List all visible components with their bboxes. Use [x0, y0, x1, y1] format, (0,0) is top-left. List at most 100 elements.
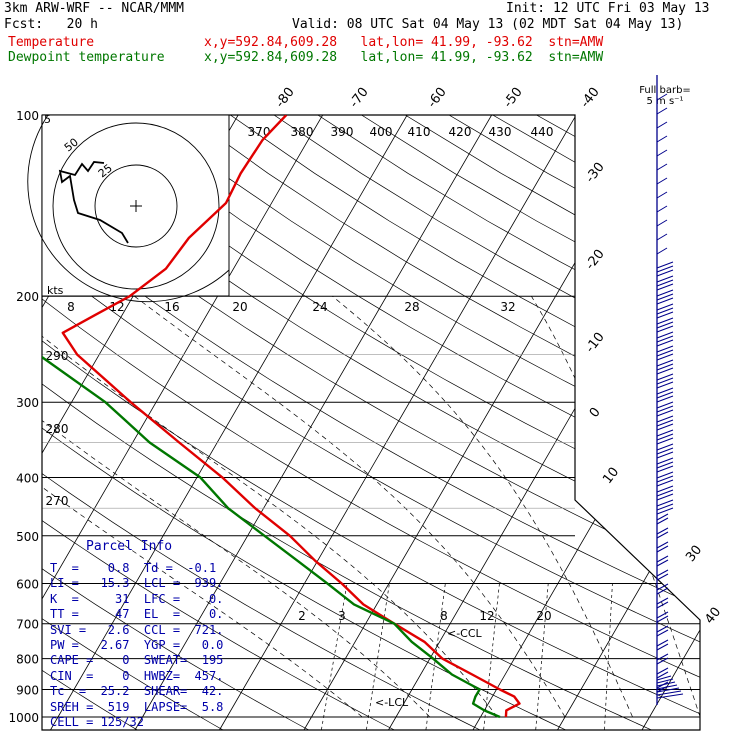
speed-scale-label: 32 [500, 300, 515, 314]
dewpoint-label: Dewpoint temperature [8, 50, 165, 65]
mixing-ratio-label: 3 [338, 609, 346, 623]
wind-barb [656, 279, 674, 287]
wind-barb [656, 597, 669, 605]
wind-barb [656, 275, 674, 283]
dry-adiabat-label: 390 [331, 125, 354, 139]
wind-barb [656, 499, 674, 507]
wind-barb [656, 317, 674, 325]
isotherm-line [219, 115, 577, 730]
dry-adiabat-label: 440 [531, 125, 554, 139]
wind-barb [656, 559, 669, 567]
parcel-info-panel: Parcel Info T = 0.8 Td = -0.1 LI = 15.3 … [42, 537, 240, 730]
model-title: 3km ARW-WRF -- NCAR/MMM [4, 1, 185, 16]
isotherm-label: -80 [273, 85, 298, 111]
wind-barb [656, 545, 669, 553]
wind-barb [656, 339, 674, 347]
isotherm-line [50, 115, 408, 730]
wind-barb [656, 437, 674, 445]
wind-barb [656, 569, 669, 577]
dry-adiabat-label: 290 [46, 349, 69, 363]
mixing-ratio-label: 12 [479, 609, 494, 623]
dry-adiabat-label: 400 [370, 125, 393, 139]
temperature-label: Temperature [8, 35, 95, 50]
init-time: Init: 12 UTC Fri 03 May 13 [506, 1, 710, 16]
wind-barb [656, 667, 669, 675]
isotherm-label: 30 [683, 543, 705, 565]
speed-scale-label: 16 [164, 300, 179, 314]
wind-barb [656, 353, 674, 361]
pressure-tick-label: 500 [16, 530, 39, 544]
wind-barb [656, 457, 674, 465]
dry-adiabat-label: 430 [489, 125, 512, 139]
isotherm-label: -60 [425, 85, 450, 111]
wind-barb [656, 135, 668, 143]
pressure-tick-label: 800 [16, 653, 39, 667]
wind-barb [656, 531, 669, 539]
wind-barb [656, 625, 669, 633]
wind-barb [656, 269, 674, 277]
wind-barb [656, 219, 668, 227]
wind-barb [656, 429, 674, 437]
wind-barb [656, 541, 669, 549]
pressure-tick-label: 700 [16, 618, 39, 632]
isotherm-label: 0 [587, 405, 604, 421]
wind-barb [656, 359, 674, 367]
mixing-ratio-label: 20 [536, 609, 551, 623]
pressure-tick-label: 300 [16, 396, 39, 410]
wind-barb [656, 475, 674, 483]
wind-barb [656, 205, 668, 213]
wind-barb [656, 493, 674, 501]
dry-adiabat [42, 115, 480, 730]
pressure-tick-label: 900 [16, 683, 39, 697]
mixing-ratio-label: 8 [440, 609, 448, 623]
mixing-ratio-line [483, 583, 500, 730]
wind-barb [656, 283, 674, 291]
wind-barb [656, 555, 669, 563]
wind-barb [656, 415, 674, 423]
wind-barb [656, 107, 668, 115]
wind-barb [656, 247, 668, 255]
wind-barb [656, 451, 674, 459]
pressure-tick-label: 100 [16, 109, 39, 123]
wind-barb [656, 479, 674, 487]
parcel-row: TT = 47 EL = 0. [50, 607, 224, 621]
isotherm-label: 10 [600, 465, 622, 487]
isotherm-line [388, 115, 700, 730]
parcel-row: CAPE = 0 SWEAT= 195 [50, 653, 224, 667]
parcel-row: Tc = 25.2 SHEAR= 42. [50, 684, 224, 698]
dry-adiabat-label: 280 [46, 422, 69, 436]
dry-adiabat [98, 115, 700, 730]
temperature-profile [61, 115, 521, 718]
hodograph-unit-label: kts [47, 284, 64, 297]
wind-barb [656, 261, 674, 269]
wind-barb [656, 307, 674, 315]
wind-barb [656, 311, 674, 319]
wind-barb [656, 643, 669, 651]
wind-barb [656, 401, 674, 409]
dry-adiabat [230, 115, 700, 730]
wind-barb [656, 465, 674, 473]
dry-adiabat-label: 410 [408, 125, 431, 139]
wind-barb [656, 485, 674, 493]
dewpoint-location: x,y=592.84,609.28 lat,lon= 41.99, -93.62… [204, 50, 604, 65]
valid-time: Valid: 08 UTC Sat 04 May 13 (02 MDT Sat … [292, 17, 684, 32]
wind-barb [656, 293, 674, 301]
wind-barb [656, 573, 669, 581]
wind-barb [656, 503, 674, 511]
wind-barb [656, 690, 682, 696]
dry-adiabat [42, 115, 395, 730]
wind-barb [656, 289, 674, 297]
wind-barb [656, 687, 680, 693]
wind-barb [656, 657, 669, 665]
hodograph-trace [58, 161, 129, 244]
wind-barb [656, 615, 669, 623]
wind-barb [656, 177, 668, 185]
isotherm-line [727, 115, 740, 730]
wind-barb [656, 471, 674, 479]
pressure-tick-label: 600 [16, 577, 39, 591]
wind-barb [656, 671, 669, 679]
wind-barb [656, 363, 674, 371]
sounding-profiles [42, 115, 521, 719]
wind-barb [656, 405, 674, 413]
wind-barb [656, 381, 674, 389]
